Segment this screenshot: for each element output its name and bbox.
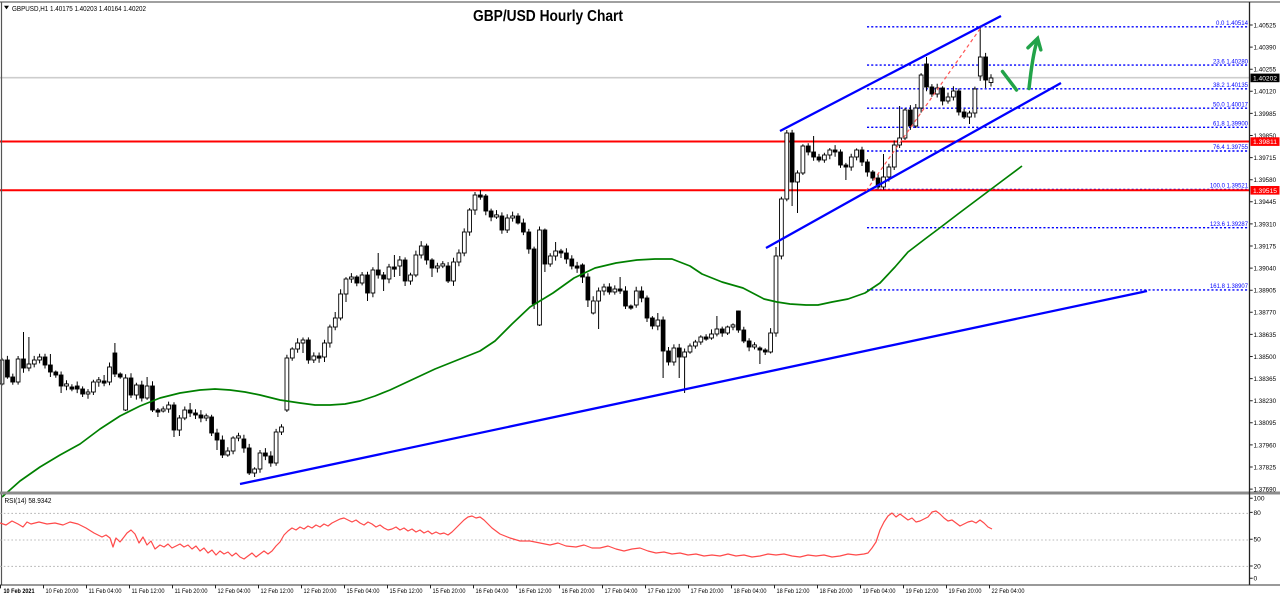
svg-text:100.0 1.39521: 100.0 1.39521 [1210, 183, 1248, 190]
svg-text:1.40202: 1.40202 [1253, 75, 1277, 82]
svg-text:1.39985: 1.39985 [1254, 111, 1277, 118]
svg-text:1.38365: 1.38365 [1254, 376, 1277, 383]
svg-text:1.38500: 1.38500 [1254, 354, 1277, 361]
svg-text:18 Feb 12:00: 18 Feb 12:00 [777, 588, 810, 595]
svg-text:10 Feb 20:00: 10 Feb 20:00 [46, 588, 79, 595]
svg-text:12 Feb 20:00: 12 Feb 20:00 [304, 588, 337, 595]
svg-text:50: 50 [1254, 537, 1262, 544]
svg-text:15 Feb 20:00: 15 Feb 20:00 [433, 588, 466, 595]
svg-text:123.6 1.39287: 123.6 1.39287 [1210, 221, 1248, 228]
svg-text:17 Feb 20:00: 17 Feb 20:00 [691, 588, 724, 595]
svg-text:19 Feb 04:00: 19 Feb 04:00 [863, 588, 896, 595]
svg-text:RSI(14) 58.9342: RSI(14) 58.9342 [5, 496, 52, 505]
svg-text:GBP/USD Hourly Chart: GBP/USD Hourly Chart [473, 8, 623, 25]
svg-text:1.38095: 1.38095 [1254, 420, 1277, 427]
svg-text:1.39445: 1.39445 [1254, 199, 1277, 206]
svg-text:1.40120: 1.40120 [1254, 89, 1277, 96]
svg-text:11 Feb 04:00: 11 Feb 04:00 [89, 588, 122, 595]
svg-text:100: 100 [1254, 496, 1265, 503]
svg-text:19 Feb 20:00: 19 Feb 20:00 [949, 588, 982, 595]
svg-text:16 Feb 20:00: 16 Feb 20:00 [562, 588, 595, 595]
svg-text:0.0 1.40514: 0.0 1.40514 [1216, 20, 1248, 27]
svg-text:11 Feb 12:00: 11 Feb 12:00 [132, 588, 165, 595]
svg-text:22 Feb 04:00: 22 Feb 04:00 [992, 588, 1025, 595]
svg-text:1.39310: 1.39310 [1254, 221, 1277, 228]
svg-text:23.6 1.40280: 23.6 1.40280 [1213, 58, 1248, 65]
svg-text:15 Feb 12:00: 15 Feb 12:00 [390, 588, 423, 595]
svg-text:76.4 1.39755: 76.4 1.39755 [1213, 144, 1248, 151]
svg-text:1.39040: 1.39040 [1254, 266, 1277, 273]
svg-text:18 Feb 20:00: 18 Feb 20:00 [820, 588, 853, 595]
svg-text:50.0 1.40017: 50.0 1.40017 [1213, 101, 1248, 108]
svg-text:1.39850: 1.39850 [1254, 133, 1277, 140]
svg-text:19 Feb 12:00: 19 Feb 12:00 [906, 588, 939, 595]
svg-text:1.40390: 1.40390 [1254, 45, 1277, 52]
svg-text:GBPUSD,H1 1.40175 1.40203 1.4: GBPUSD,H1 1.40175 1.40203 1.40164 1.4020… [12, 4, 146, 13]
svg-text:61.8 1.39900: 61.8 1.39900 [1213, 121, 1248, 128]
svg-text:18 Feb 04:00: 18 Feb 04:00 [734, 588, 767, 595]
svg-text:1.39175: 1.39175 [1254, 243, 1277, 250]
svg-text:1.37825: 1.37825 [1254, 464, 1277, 471]
svg-text:1.37690: 1.37690 [1254, 487, 1277, 494]
svg-text:15 Feb 04:00: 15 Feb 04:00 [347, 588, 380, 595]
svg-text:38.2 1.40135: 38.2 1.40135 [1213, 82, 1248, 89]
svg-text:1.40255: 1.40255 [1254, 67, 1277, 74]
svg-text:1.39811: 1.39811 [1253, 139, 1277, 146]
svg-text:17 Feb 04:00: 17 Feb 04:00 [605, 588, 638, 595]
svg-text:1.39715: 1.39715 [1254, 155, 1277, 162]
svg-text:1.39580: 1.39580 [1254, 177, 1277, 184]
svg-text:1.37960: 1.37960 [1254, 442, 1277, 449]
svg-text:0: 0 [1254, 576, 1258, 583]
svg-text:10 Feb 2021: 10 Feb 2021 [4, 588, 35, 595]
svg-text:12 Feb 12:00: 12 Feb 12:00 [261, 588, 294, 595]
svg-text:20: 20 [1254, 563, 1262, 570]
svg-text:1.38905: 1.38905 [1254, 288, 1277, 295]
svg-text:1.40525: 1.40525 [1254, 22, 1277, 29]
svg-text:12 Feb 04:00: 12 Feb 04:00 [218, 588, 251, 595]
svg-text:17 Feb 12:00: 17 Feb 12:00 [648, 588, 681, 595]
svg-text:16 Feb 04:00: 16 Feb 04:00 [476, 588, 509, 595]
svg-text:1.38230: 1.38230 [1254, 398, 1277, 405]
svg-text:1.38770: 1.38770 [1254, 310, 1277, 317]
svg-text:80: 80 [1254, 510, 1262, 517]
svg-text:1.38635: 1.38635 [1254, 332, 1277, 339]
svg-text:11 Feb 20:00: 11 Feb 20:00 [175, 588, 208, 595]
svg-text:16 Feb 12:00: 16 Feb 12:00 [519, 588, 552, 595]
svg-text:1.39515: 1.39515 [1253, 188, 1277, 195]
svg-text:161.8 1.38907: 161.8 1.38907 [1210, 283, 1248, 290]
